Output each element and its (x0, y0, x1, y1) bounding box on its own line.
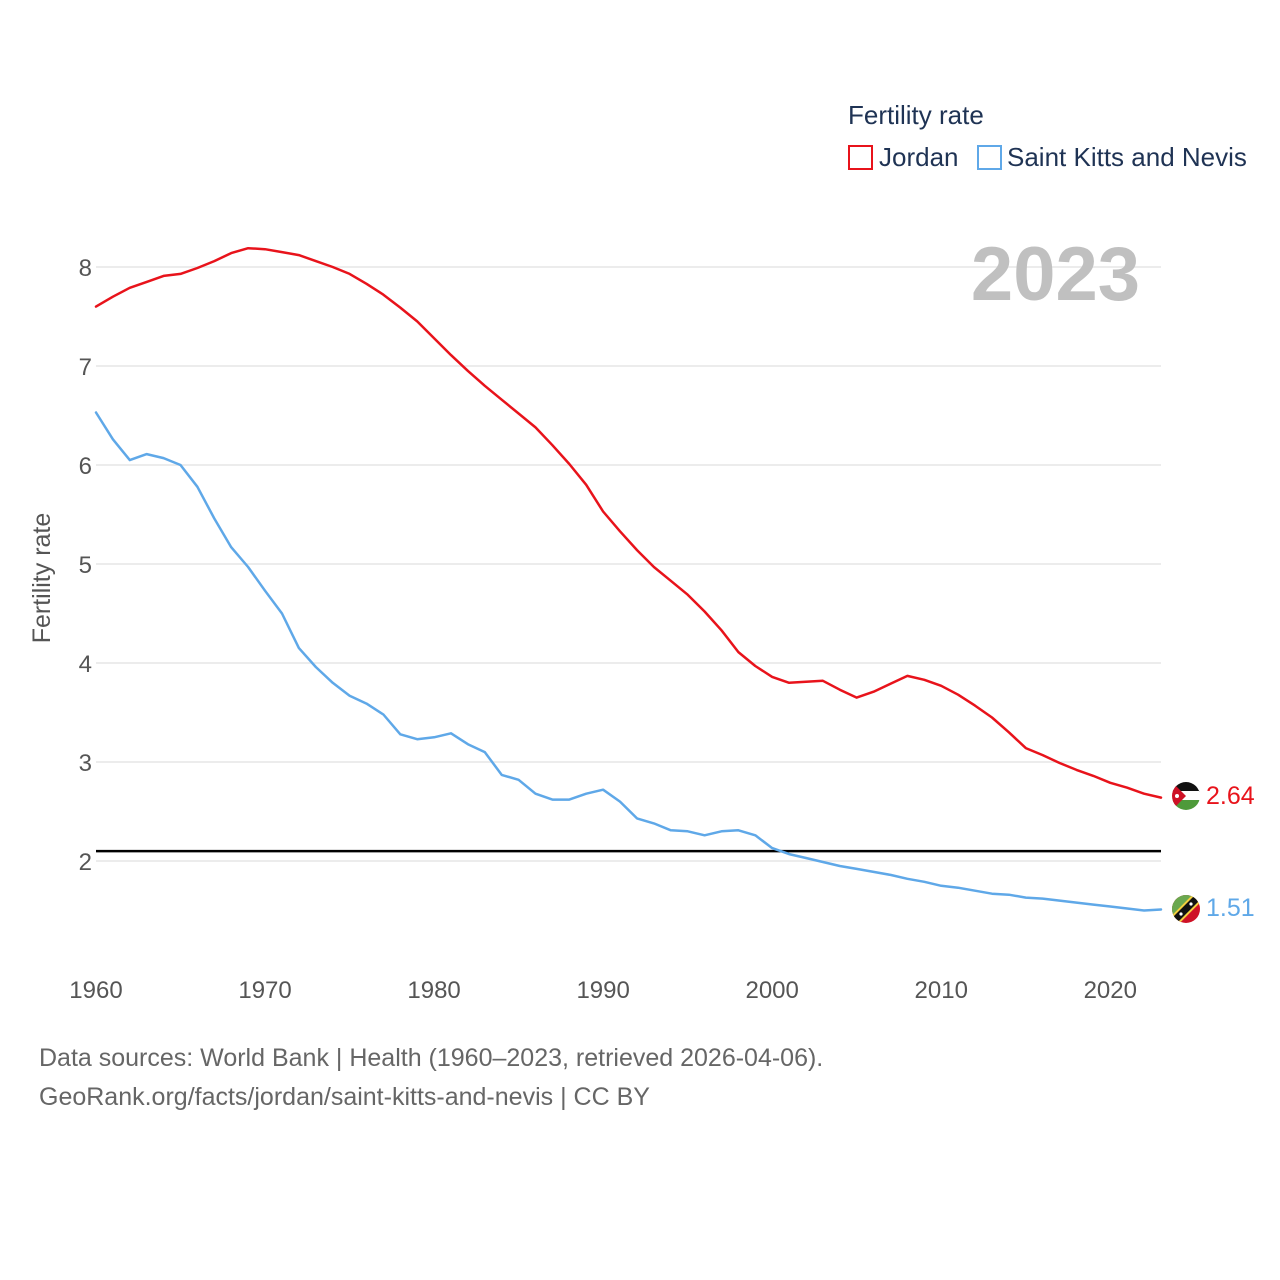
series-line-jordan[interactable] (94, 246, 1163, 799)
y-tick-label-2: 2 (79, 849, 92, 876)
y-tick-label-4: 4 (79, 651, 92, 678)
x-tick-label-2010: 2010 (915, 977, 968, 1004)
legend-label-jordan: Jordan (879, 142, 959, 172)
series-line-saint-kitts-and-nevis[interactable] (94, 411, 1163, 912)
legend-title: Fertility rate (848, 100, 984, 130)
gridlines (96, 266, 1161, 862)
year-label: 2023 (971, 232, 1140, 317)
x-axis-ticks: 1960 1970 1980 1990 2000 2010 2020 (69, 977, 1137, 1004)
x-tick-label-2020: 2020 (1084, 977, 1137, 1004)
x-tick-label-1970: 1970 (238, 977, 291, 1004)
y-tick-label-3: 3 (79, 750, 92, 777)
legend: Fertility rate Jordan Saint Kitts and Ne… (848, 100, 1247, 172)
end-value-saint-kitts-and-nevis: 1.51 (1206, 894, 1255, 922)
footer-sources: Data sources: World Bank | Health (1960–… (39, 1044, 824, 1072)
legend-item-jordan[interactable]: Jordan (848, 142, 959, 172)
legend-swatch-saint-kitts-and-nevis (977, 145, 1002, 170)
x-tick-label-1960: 1960 (69, 977, 122, 1004)
y-tick-label-8: 8 (79, 255, 92, 282)
legend-item-saint-kitts-and-nevis[interactable]: Saint Kitts and Nevis (977, 142, 1247, 172)
end-value-jordan: 2.64 (1206, 782, 1255, 810)
x-tick-label-1980: 1980 (407, 977, 460, 1004)
legend-label-saint-kitts-and-nevis: Saint Kitts and Nevis (1007, 142, 1247, 172)
x-tick-label-1990: 1990 (576, 977, 629, 1004)
jordan-flag-icon (1172, 782, 1200, 810)
y-axis-title: Fertility rate (28, 513, 56, 644)
y-tick-label-6: 6 (79, 453, 92, 480)
y-axis-ticks: 2 3 4 5 6 7 8 (79, 255, 92, 876)
x-tick-label-2000: 2000 (745, 977, 798, 1004)
y-tick-label-7: 7 (79, 354, 92, 381)
legend-swatch-jordan (848, 145, 873, 170)
fertility-rate-chart: 2 3 4 5 6 7 8 1960 1970 1980 1990 2000 2010 2020 Fer… (28, 100, 1255, 1004)
series-lines (94, 246, 1163, 912)
y-tick-label-5: 5 (79, 552, 92, 579)
footer-attribution-link[interactable]: GeoRank.org/facts/jordan/saint-kitts-and… (39, 1083, 650, 1111)
saint-kitts-and-nevis-flag-icon (1172, 895, 1200, 923)
